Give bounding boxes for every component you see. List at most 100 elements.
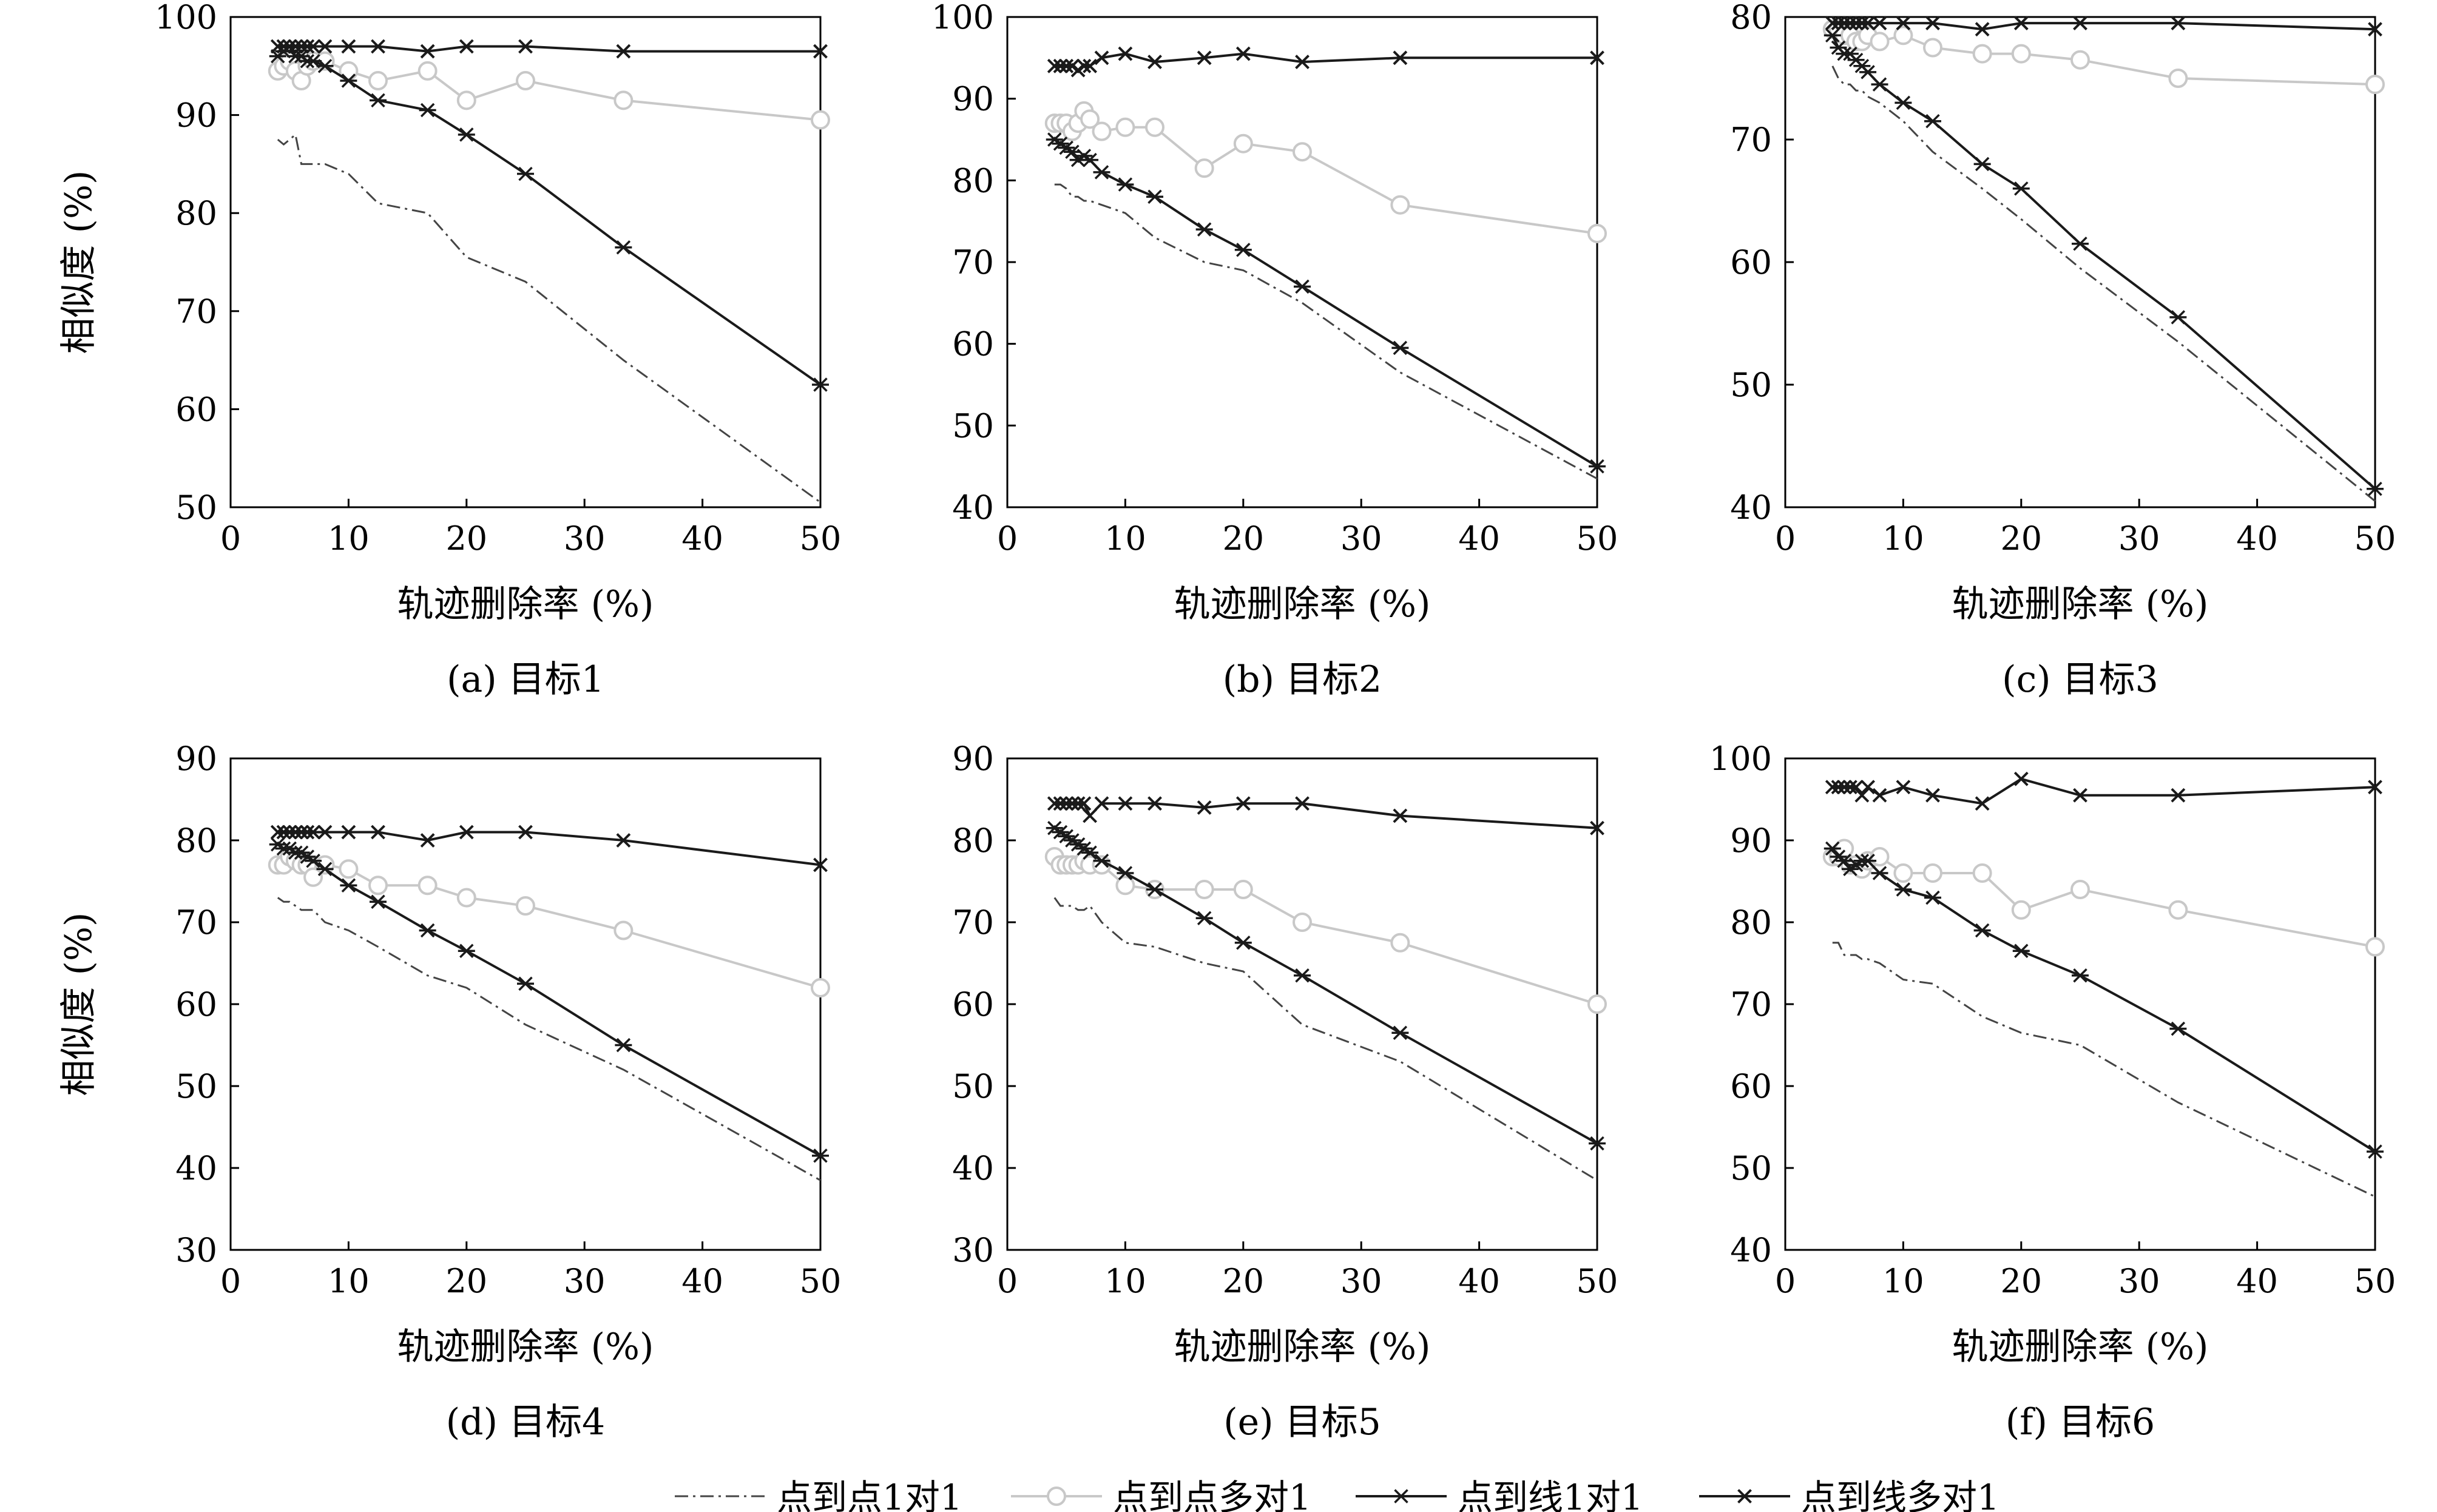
subplot-caption: (a) 目标1 [447, 658, 604, 701]
data-point-shape [1391, 340, 1409, 356]
data-point [1083, 58, 1097, 73]
data-point-shape [341, 825, 356, 840]
data-point [613, 90, 634, 110]
data-point-shape [306, 39, 320, 54]
data-point [458, 127, 475, 142]
data-point-shape [2367, 481, 2384, 496]
series-line [1054, 52, 1597, 72]
data-point-shape [2169, 1021, 2187, 1036]
data-point-shape [1115, 876, 1135, 896]
data-point [1854, 788, 1870, 803]
data-point-shape [1895, 95, 1912, 110]
data-point-shape [1197, 50, 1212, 66]
series-line [1832, 22, 2376, 31]
data-point-shape [1234, 243, 1252, 257]
data-point [1859, 854, 1877, 868]
data-point-shape [2168, 900, 2188, 920]
data-point-shape [1587, 994, 1607, 1014]
subplot-5: 0 10 20 30 40 50 30 40 50 60 70 80 90 轨迹删除率 (%) (e) 目标… [952, 740, 1618, 1443]
data-point-shape [294, 825, 309, 840]
data-point-shape [2168, 69, 2188, 88]
data-point [1590, 820, 1604, 835]
y-tick-label: 30 [952, 1231, 994, 1269]
data-point [1861, 16, 1875, 31]
data-point-shape [2072, 236, 2089, 251]
data-point [1587, 223, 1607, 243]
data-point-shape [458, 943, 475, 958]
y-tick-label: 70 [175, 903, 217, 942]
data-point-shape [1896, 780, 1911, 795]
data-point [282, 39, 297, 54]
y-tick-label: 50 [1730, 1149, 1772, 1187]
data-point-shape [1197, 800, 1212, 815]
data-point [1973, 157, 1991, 172]
data-point-shape [420, 833, 435, 848]
data-point [1589, 459, 1606, 474]
x-tick-label: 50 [2354, 519, 2396, 558]
data-point-shape [1053, 796, 1068, 811]
data-point-shape [1053, 58, 1068, 73]
data-point [2368, 22, 2382, 37]
series-cross [1825, 16, 2382, 37]
data-point-shape [316, 59, 334, 73]
data-point [1924, 890, 1941, 905]
data-point-shape [2171, 16, 2186, 31]
data-point-shape [1893, 863, 1913, 883]
data-point [516, 71, 535, 91]
data-point [1294, 279, 1311, 294]
data-point [419, 923, 436, 938]
y-tick-label: 40 [175, 1149, 217, 1187]
data-point-shape [2013, 771, 2029, 786]
x-tick-label: 30 [1340, 1262, 1382, 1300]
y-tick-label: 90 [952, 80, 994, 118]
data-point-shape [1861, 780, 1875, 795]
x-tick-label: 50 [1577, 1262, 1618, 1300]
x-axis-label: 轨迹删除率 (%) [1952, 1326, 2209, 1368]
data-point [288, 825, 303, 840]
data-point-shape [1925, 16, 1940, 31]
data-point-shape [419, 923, 436, 938]
data-point-shape [1234, 936, 1252, 950]
data-point-shape [1295, 55, 1310, 69]
y-tick-label: 60 [1730, 243, 1772, 282]
data-point [1973, 923, 1991, 938]
data-point [1831, 780, 1846, 795]
data-point-shape [340, 878, 357, 893]
data-point [270, 39, 285, 54]
data-point [303, 867, 323, 887]
x-tick-label: 30 [564, 519, 606, 558]
data-point-shape [2012, 181, 2030, 196]
series-asterisk [1824, 841, 2384, 1159]
data-point-shape [2367, 1144, 2384, 1159]
data-point-shape [2073, 16, 2087, 31]
series-line [1832, 777, 2376, 805]
data-point-shape [1295, 796, 1310, 811]
data-point [1837, 780, 1852, 795]
data-point [276, 39, 291, 54]
data-point-shape [1871, 77, 1888, 92]
data-point-shape [1973, 157, 1991, 172]
y-tick-label: 40 [1730, 488, 1772, 527]
y-tick-label: 90 [175, 740, 217, 778]
data-point [1117, 177, 1134, 192]
data-point-shape [812, 377, 829, 392]
data-point-shape [1148, 796, 1162, 811]
data-point-shape [1146, 882, 1163, 897]
data-point-shape [300, 825, 315, 840]
series-line [1053, 827, 1598, 1145]
series-line [1832, 846, 2376, 948]
x-tick-label: 40 [2236, 519, 2278, 558]
data-point [2365, 937, 2385, 957]
data-point-shape [1924, 890, 1941, 905]
data-point [1925, 788, 1940, 803]
series-line [277, 44, 822, 386]
data-point-shape [1870, 32, 1890, 52]
x-tick-label: 30 [2118, 1262, 2160, 1300]
data-point [518, 39, 533, 54]
x-tick-label: 0 [220, 1262, 241, 1300]
y-tick-label: 60 [175, 390, 217, 428]
data-point-shape [282, 825, 297, 840]
data-point [615, 240, 632, 255]
data-point-shape [370, 93, 387, 108]
series-line [1054, 183, 1598, 480]
